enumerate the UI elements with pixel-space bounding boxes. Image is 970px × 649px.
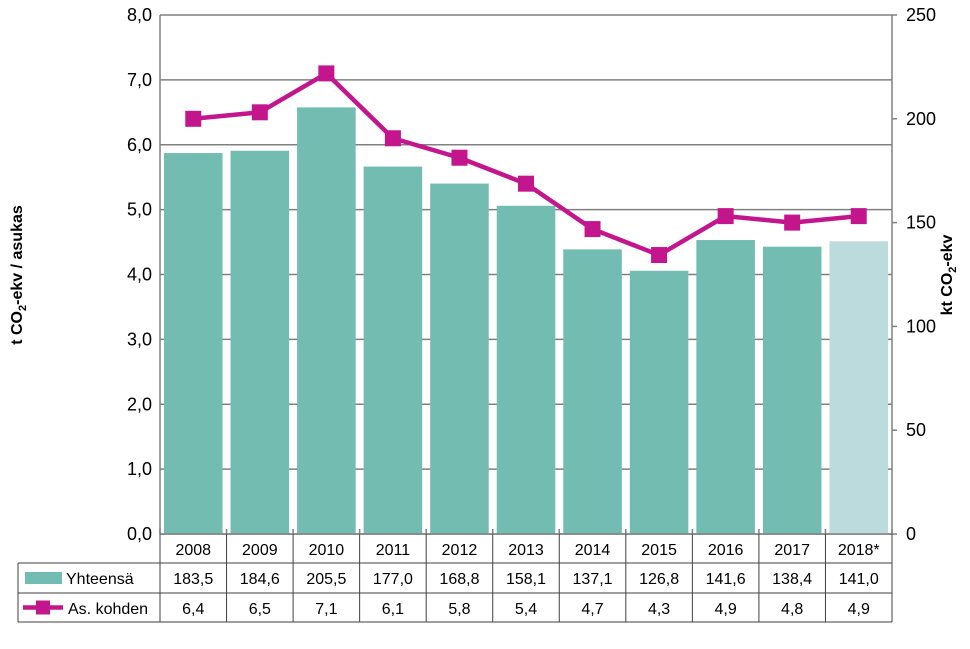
- series-name: Yhteensä: [66, 571, 134, 588]
- data-table: 2008 2009 2010 2011 2012 2013 2014 2015 2016 2017…: [17, 534, 893, 623]
- data-label: 4,9: [848, 601, 870, 618]
- y-right-tick-label: 150: [906, 213, 936, 233]
- x-category-label: 2012: [442, 542, 478, 559]
- line-marker: [318, 65, 335, 82]
- line-series: [185, 65, 867, 264]
- bar: [363, 166, 423, 534]
- y-left-tick-label: 6,0: [127, 135, 152, 155]
- y-left-tick-label: 0,0: [127, 524, 152, 544]
- bar: [496, 205, 556, 534]
- bar: [563, 249, 622, 534]
- data-label: 4,9: [715, 601, 737, 618]
- line-marker: [651, 247, 668, 264]
- x-category-label: 2009: [242, 542, 278, 559]
- data-label: 5,8: [448, 601, 470, 618]
- legend-key-bar: [25, 572, 62, 584]
- line-marker: [384, 130, 401, 147]
- legend-key-marker: [36, 600, 50, 615]
- data-label: 6,1: [382, 601, 404, 618]
- bar: [629, 270, 689, 534]
- x-category-label: 2015: [641, 542, 677, 559]
- x-category-label: 2018*: [838, 542, 880, 559]
- line-marker: [850, 208, 867, 225]
- data-label: 141,6: [706, 571, 746, 588]
- data-label: 184,6: [240, 571, 280, 588]
- x-category-label: 2017: [774, 542, 810, 559]
- data-label: 4,8: [781, 601, 803, 618]
- data-label: 6,4: [182, 601, 204, 618]
- y-axis-right-title: kt CO2-ekv: [939, 234, 959, 315]
- bar: [829, 241, 888, 534]
- y-left-tick-label: 7,0: [127, 70, 152, 90]
- line-marker: [185, 110, 202, 127]
- data-label: 158,1: [506, 571, 546, 588]
- y-left-tick-label: 2,0: [127, 394, 152, 414]
- line-marker: [251, 104, 268, 121]
- bar-series: [164, 107, 888, 535]
- data-label: 205,5: [306, 571, 346, 588]
- series-name: As. kohden: [68, 601, 148, 618]
- line-marker: [784, 214, 801, 231]
- y-left-tick-label: 3,0: [127, 329, 152, 349]
- x-category-label: 2016: [708, 542, 744, 559]
- line-marker: [717, 208, 734, 225]
- data-label: 126,8: [639, 571, 679, 588]
- y-left-tick-label: 8,0: [127, 5, 152, 25]
- data-label: 168,8: [439, 571, 479, 588]
- data-label: 141,0: [839, 571, 879, 588]
- line-marker: [584, 221, 601, 238]
- axes: 0,0 1,0 2,0 3,0 4,0 5,0 6,0 7,0 8,0 0 50 100 150 200 2…: [127, 5, 936, 544]
- data-label: 177,0: [373, 571, 413, 588]
- data-label: 4,7: [581, 601, 603, 618]
- y-right-tick-label: 50: [906, 420, 926, 440]
- y-right-tick-label: 250: [906, 5, 936, 25]
- data-label: 4,3: [648, 601, 670, 618]
- bar: [164, 153, 223, 534]
- data-label: 183,5: [173, 571, 213, 588]
- y-right-tick-label: 0: [906, 524, 916, 544]
- x-category-label: 2013: [508, 542, 544, 559]
- data-label: 137,1: [573, 571, 613, 588]
- bar: [762, 246, 822, 535]
- y-right-tick-label: 100: [906, 316, 936, 336]
- x-category-label: 2014: [575, 542, 611, 559]
- line-marker: [451, 149, 468, 166]
- x-category-label: 2010: [309, 542, 345, 559]
- data-label: 7,1: [315, 601, 337, 618]
- y-right-tick-label: 200: [906, 109, 936, 129]
- y-left-tick-label: 5,0: [127, 200, 152, 220]
- y-left-tick-label: 1,0: [127, 459, 152, 479]
- data-label: 6,5: [249, 601, 271, 618]
- bar: [230, 150, 290, 535]
- x-category-label: 2008: [175, 542, 211, 559]
- bar: [696, 240, 755, 535]
- x-category-label: 2011: [376, 542, 411, 559]
- y-left-tick-label: 4,0: [127, 265, 152, 285]
- data-label: 138,4: [772, 571, 812, 588]
- bar: [297, 107, 356, 534]
- line-marker: [518, 175, 534, 192]
- y-axis-left-title: t CO2-ekv / asukas: [9, 205, 29, 345]
- data-label: 5,4: [515, 601, 537, 618]
- bar: [430, 183, 489, 534]
